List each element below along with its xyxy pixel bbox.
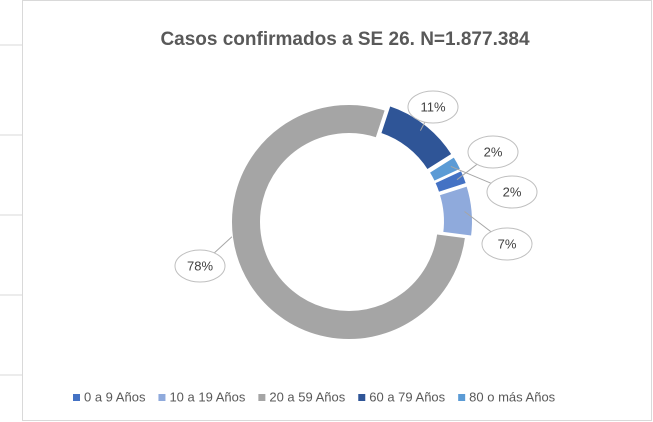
sheet-lines xyxy=(0,44,22,376)
legend-label: 0 a 9 Años xyxy=(84,389,146,404)
legend-label: 80 o más Años xyxy=(469,389,555,404)
data-label: 2% xyxy=(503,184,522,199)
data-label: 2% xyxy=(484,144,503,159)
legend-label: 20 a 59 Años xyxy=(269,389,345,404)
label-bubble xyxy=(407,90,459,124)
legend-swatch xyxy=(258,394,266,401)
label-bubble xyxy=(481,227,533,261)
legend-label: 10 a 19 Años xyxy=(169,389,245,404)
legend-label: 60 a 79 Años xyxy=(369,389,445,404)
doughnut-slice xyxy=(437,184,474,238)
label-bubble xyxy=(467,135,519,169)
doughnut-slice xyxy=(230,103,468,341)
label-bubble xyxy=(174,249,226,283)
legend-swatch xyxy=(458,394,466,401)
chart-border xyxy=(22,0,652,421)
data-label: 78% xyxy=(187,258,213,273)
data-label: 7% xyxy=(498,236,517,251)
data-label: 11% xyxy=(420,99,445,114)
legend-swatch xyxy=(73,394,80,401)
doughnut-slice xyxy=(427,154,463,184)
legend-swatch xyxy=(158,394,166,401)
label-bubble xyxy=(486,175,538,209)
legend-swatch xyxy=(358,394,366,401)
chart-title: Casos confirmados a SE 26. N=1.877.384 xyxy=(160,29,530,50)
